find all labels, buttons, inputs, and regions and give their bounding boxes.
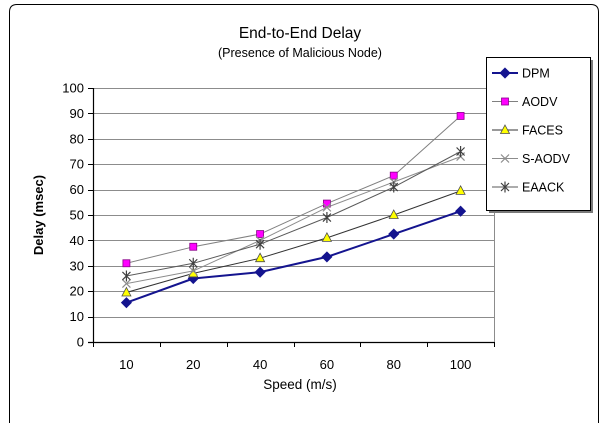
aodv-point [256,230,264,238]
chart-frame [9,4,599,423]
s-aodv-point [188,266,198,276]
legend-label: DPM [522,67,550,81]
eaack-point [188,257,198,269]
y-tick-label: 80 [70,131,84,146]
series-aodv [122,112,465,268]
plot-area: 0 10 20 30 40 50 60 70 80 90 100 10 20 40 60 80 100 [62,81,495,372]
eaack-point [456,146,466,157]
eaack-point [322,212,332,224]
x-tick-label: 10 [119,357,133,372]
eaack-line [126,151,461,277]
aodv-point [122,259,131,268]
y-tick-label: 50 [70,208,84,223]
chart-subtitle: (Presence of Malicious Node) [218,46,382,60]
y-axis-title: Delay (msec) [31,175,46,255]
s-aodv-point [322,202,332,212]
faces-point [121,286,132,297]
faces-point [321,232,333,242]
legend-entry-s-aodv: S-AODV [492,152,571,166]
faces-point [254,252,266,263]
aodv-line [126,115,461,264]
aodv-point [389,171,398,180]
legend-label: S-AODV [522,152,571,166]
legend-entry-aodv: AODV [492,95,558,109]
s-aodv-point [121,279,131,289]
legend-marker-s-aodv [500,154,510,163]
dpm-point [120,297,132,309]
eaack-point [255,238,265,250]
y-tick-label: 10 [70,309,84,324]
legend-box [486,57,591,211]
dpm-point [388,228,400,240]
eaack-point [389,181,399,193]
faces-point [388,209,399,219]
dpm-point [254,266,266,278]
s-aodv-line [126,156,461,285]
legend-label: FACES [522,124,563,138]
legend-entry-eaack: EAACK [492,181,565,195]
x-tick-label: 40 [253,357,267,372]
series-dpm [120,205,467,309]
legend: DPM AODV FACES S-AODV EAACK [486,57,593,213]
aodv-point [456,112,465,120]
faces-point [455,185,466,195]
legend-entry-dpm: DPM [492,67,550,81]
y-tick-label: 60 [70,182,84,197]
dpm-line [126,210,461,304]
dpm-point [321,251,333,263]
x-tick-label: 60 [320,357,334,372]
series [120,112,467,309]
x-tick-label: 80 [387,357,401,372]
legend-marker-eaack [500,181,510,193]
series-faces [121,185,466,297]
legend-marker-aodv [501,97,509,106]
legend-label: EAACK [522,181,565,195]
axes: 0 10 20 30 40 50 60 70 80 90 100 10 20 40 60 80 100 [62,81,495,372]
legend-label: AODV [522,95,558,109]
legend-marker-faces [499,124,511,134]
faces-line [126,190,461,293]
aodv-point [189,242,198,251]
y-tick-label: 0 [77,335,84,350]
x-tick-label: 100 [450,357,472,372]
y-tick-label: 40 [70,233,84,248]
series-eaack [121,146,466,282]
legend-entry-faces: FACES [492,124,563,138]
chart-title: End-to-End Delay [239,25,362,42]
x-axis-title: Speed (m/s) [263,377,337,392]
y-tick-label: 20 [70,284,84,299]
dpm-point [455,205,467,217]
y-tick-label: 90 [70,106,84,121]
eaack-point [121,270,131,282]
y-tick-label: 70 [70,157,84,172]
x-tick-label: 20 [186,357,200,372]
legend-marker-dpm [499,67,511,79]
y-tick-label: 30 [70,258,84,273]
y-tick-label: 100 [62,81,84,96]
